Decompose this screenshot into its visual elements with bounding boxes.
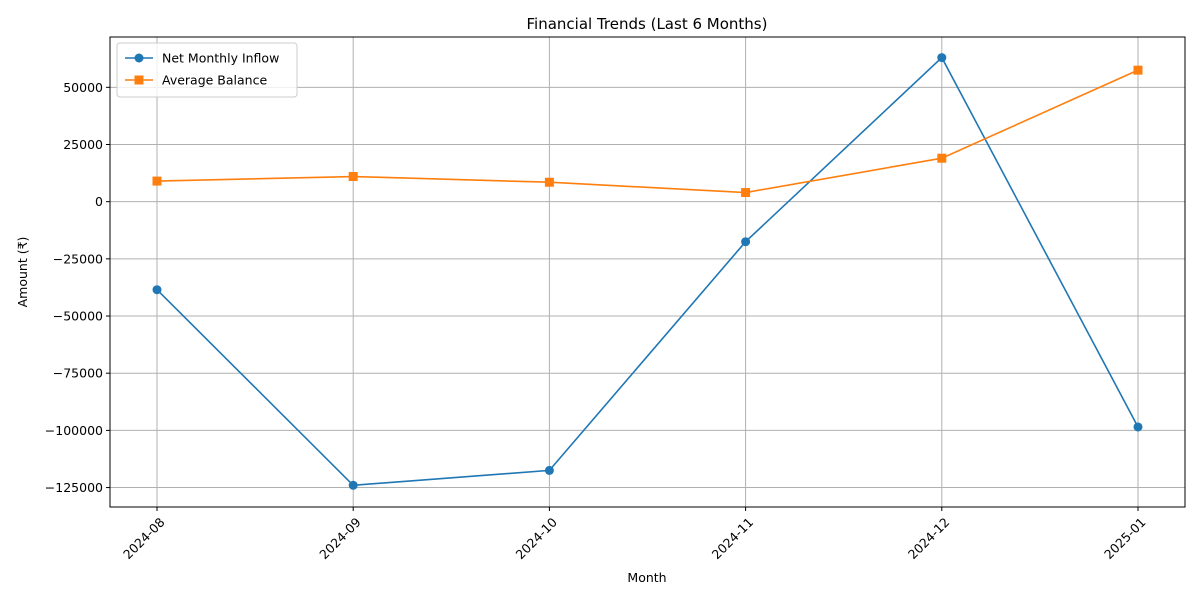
chart-title: Financial Trends (Last 6 Months): [527, 15, 768, 33]
x-axis-title: Month: [627, 570, 666, 585]
series-point-circle: [741, 237, 751, 247]
series-point-square: [1133, 65, 1143, 75]
series-point-circle: [348, 480, 358, 490]
x-tick-label: 2024-11: [709, 515, 757, 563]
x-tick-label: 2024-10: [512, 514, 560, 562]
y-tick-label: 25000: [63, 137, 103, 152]
series-point-circle: [1133, 422, 1143, 432]
series-point-square: [544, 177, 554, 187]
legend-marker-square: [134, 75, 144, 85]
legend-box: [116, 42, 298, 98]
y-tick-label: 0: [95, 194, 103, 209]
legend-label: Average Balance: [162, 73, 267, 88]
y-tick-label: −50000: [53, 309, 103, 324]
legend-label: Net Monthly Inflow: [162, 51, 279, 66]
series-point-square: [152, 176, 162, 186]
y-tick-label: −25000: [53, 251, 103, 266]
legend: Net Monthly Inflow Average Balance: [116, 42, 298, 98]
series-line-0: [156, 56, 1139, 487]
series-point-square: [348, 172, 358, 182]
x-tick-label: 2024-09: [316, 514, 364, 562]
legend-marker-circle: [134, 53, 144, 63]
x-tick-label: 2024-08: [120, 514, 168, 562]
y-tick-label: 50000: [63, 80, 103, 95]
y-tick-label: −100000: [45, 423, 103, 438]
plot-frame: [109, 36, 1186, 508]
series-point-circle: [937, 53, 947, 63]
series-point-square: [937, 153, 947, 163]
series-point-square: [741, 188, 751, 198]
y-axis-title: Amount (₹): [15, 237, 30, 308]
axis-ticks: 2024-08 2024-09 2024-10 2024-11 2024-12 2025-…: [45, 80, 1149, 562]
y-tick-label: −125000: [45, 480, 103, 495]
y-tick-label: −75000: [53, 366, 103, 381]
series-layer: [152, 53, 1143, 490]
x-tick-label: 2024-12: [905, 515, 953, 563]
series-point-circle: [152, 285, 162, 295]
series-point-circle: [544, 465, 554, 475]
series-line-1: [156, 69, 1139, 194]
grid: [110, 37, 1185, 507]
x-tick-label: 2025-01: [1101, 515, 1149, 563]
